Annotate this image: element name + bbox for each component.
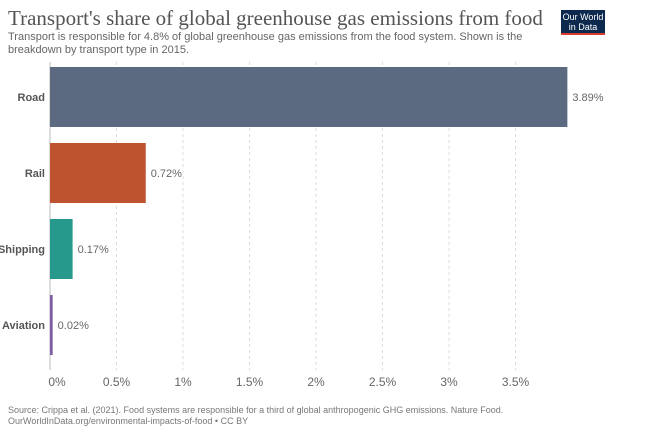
x-tick-label: 1.5%	[236, 375, 264, 389]
chart-subtitle: Transport is responsible for 4.8% of glo…	[8, 31, 523, 56]
source-note: Source: Crippa et al. (2021). Food syste…	[8, 405, 504, 415]
value-label: 3.89%	[572, 92, 603, 104]
value-label: 0.02%	[58, 320, 89, 332]
bar-road	[50, 67, 568, 127]
x-tick-label: 3%	[440, 375, 458, 389]
category-label: Rail	[25, 168, 45, 180]
category-label: Shipping	[0, 244, 45, 256]
bar-shipping	[50, 219, 73, 279]
value-label: 0.17%	[78, 244, 109, 256]
chart-title: Transport's share of global greenhouse g…	[8, 6, 543, 30]
bar-rail	[50, 143, 146, 203]
x-tick-label: 1%	[174, 375, 192, 389]
owid-logo[interactable]: Our World in Data	[561, 10, 605, 35]
x-tick-label: 2.5%	[369, 375, 397, 389]
category-label: Road	[18, 92, 46, 104]
x-tick-label: 0.5%	[103, 375, 131, 389]
source-url[interactable]: OurWorldInData.org/environmental-impacts…	[8, 416, 249, 426]
category-label: Aviation	[2, 320, 45, 332]
logo-line-1: Our World	[562, 12, 604, 22]
footer: Source: Crippa et al. (2021). Food syste…	[8, 405, 503, 427]
x-tick-label: 0%	[48, 375, 66, 389]
x-tick-label: 3.5%	[502, 375, 530, 389]
x-tick-label: 2%	[307, 375, 325, 389]
logo-line-2: in Data	[568, 22, 598, 32]
bar-aviation	[50, 295, 53, 355]
value-label: 0.72%	[151, 168, 182, 180]
